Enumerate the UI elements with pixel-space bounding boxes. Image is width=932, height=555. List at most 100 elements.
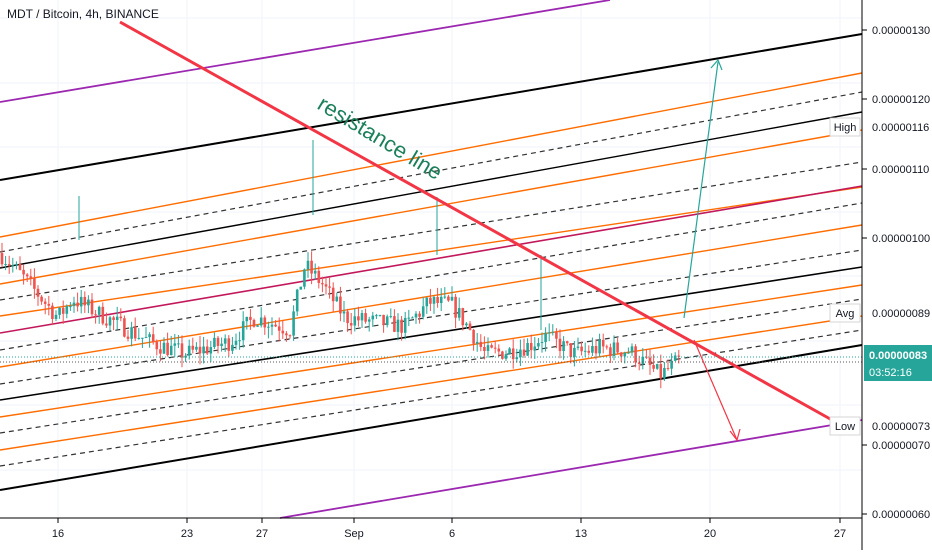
candle-body [238, 340, 241, 342]
candle-body [101, 306, 105, 324]
channel-line-purple-bottom [279, 419, 863, 519]
candle-body [364, 313, 367, 322]
candle-body [321, 282, 324, 285]
candle-body [418, 313, 421, 317]
candle-body [191, 345, 195, 350]
candle-body [295, 289, 299, 312]
price-tick-label: 0.00000110 [872, 164, 929, 176]
candle-body [241, 321, 245, 341]
overlay-drawings [0, 20, 862, 442]
candle-body [677, 355, 681, 357]
candle-body [18, 263, 22, 270]
candle-body [274, 324, 277, 327]
candle-body [511, 348, 515, 360]
current-price-tag-bg [864, 345, 932, 381]
candle-body [33, 278, 36, 289]
countdown-value: 03:52:16 [869, 367, 912, 379]
forecast-arrowhead-up [710, 58, 723, 71]
candle-body [133, 327, 137, 339]
candle-body [461, 308, 465, 326]
candle-body [393, 316, 396, 332]
candle-body [526, 342, 529, 356]
time-tick-label: 6 [449, 528, 455, 540]
candle-body [360, 313, 364, 321]
candle-body [508, 348, 511, 355]
candle-body [407, 317, 411, 319]
candle-body [90, 299, 94, 315]
channel-line-dashed [0, 91, 863, 253]
candle-body [447, 296, 450, 301]
candle-body [303, 269, 306, 287]
price-tick-label: 0.00000120 [872, 94, 930, 106]
candle-body [486, 345, 490, 351]
candle-body [177, 343, 180, 345]
candle-body [378, 314, 382, 316]
price-label-tag-name: Avg [836, 308, 855, 320]
candle-body [504, 354, 508, 359]
candle-body [645, 356, 648, 358]
candle-body [94, 314, 97, 316]
candle-body [551, 331, 555, 333]
candles [0, 140, 681, 389]
channel-line-black [0, 33, 863, 181]
candle-body [522, 349, 526, 356]
price-label-value: 0.00000073 [872, 421, 930, 433]
candle-body [4, 264, 7, 266]
candle-body [429, 297, 432, 304]
candle-body [288, 335, 292, 337]
candle-body [576, 346, 580, 348]
time-tick-label: 27 [256, 528, 268, 540]
candle-body [400, 319, 403, 333]
candle-body [43, 301, 47, 304]
candle-body [357, 316, 360, 321]
candle-body [630, 346, 634, 353]
candle-body [213, 337, 216, 348]
candle-body [198, 346, 202, 354]
candle-body [112, 317, 115, 321]
candle-body [443, 296, 447, 298]
candle-body [385, 316, 389, 326]
candle-body [317, 270, 321, 283]
candle-body [555, 331, 558, 339]
candle-body [547, 332, 551, 334]
candle-body [648, 357, 652, 366]
candle-body [612, 342, 616, 356]
candle-body [252, 319, 256, 327]
candle-body [119, 316, 123, 319]
forecast-arrow-up [683, 61, 719, 319]
candle-body [126, 336, 130, 339]
candle-body [483, 346, 486, 351]
candle-body [569, 343, 573, 358]
candle-body [403, 317, 407, 333]
candle-body [598, 339, 601, 354]
candle-body [382, 314, 385, 326]
candle-body [83, 296, 87, 306]
candle-body [609, 347, 612, 356]
candle-body [605, 346, 609, 348]
candle-body [227, 338, 231, 351]
candle-body [155, 341, 159, 350]
channel-line-dashed [0, 329, 863, 467]
candle-body [673, 355, 677, 361]
candle-body [519, 349, 522, 358]
candle-body [328, 286, 331, 288]
candle-body [115, 316, 119, 321]
candle-body [47, 303, 51, 306]
price-label-tag-name: Low [835, 421, 855, 433]
candle-body [544, 332, 547, 343]
channel-line-orange [0, 315, 863, 451]
candle-body [105, 323, 108, 326]
candle-body [515, 357, 519, 360]
channel-line-black [0, 266, 863, 401]
candle-body [234, 340, 238, 345]
candle-body [432, 296, 436, 304]
time-tick-label: 16 [52, 528, 64, 540]
candle-body [475, 341, 479, 344]
candle-body [637, 362, 641, 364]
time-tick-label: 23 [181, 528, 193, 540]
candle-body [565, 341, 569, 344]
candle-body [270, 324, 274, 327]
candle-body [414, 313, 418, 318]
channel-line-dashed [0, 298, 863, 434]
candle-body [342, 311, 346, 314]
